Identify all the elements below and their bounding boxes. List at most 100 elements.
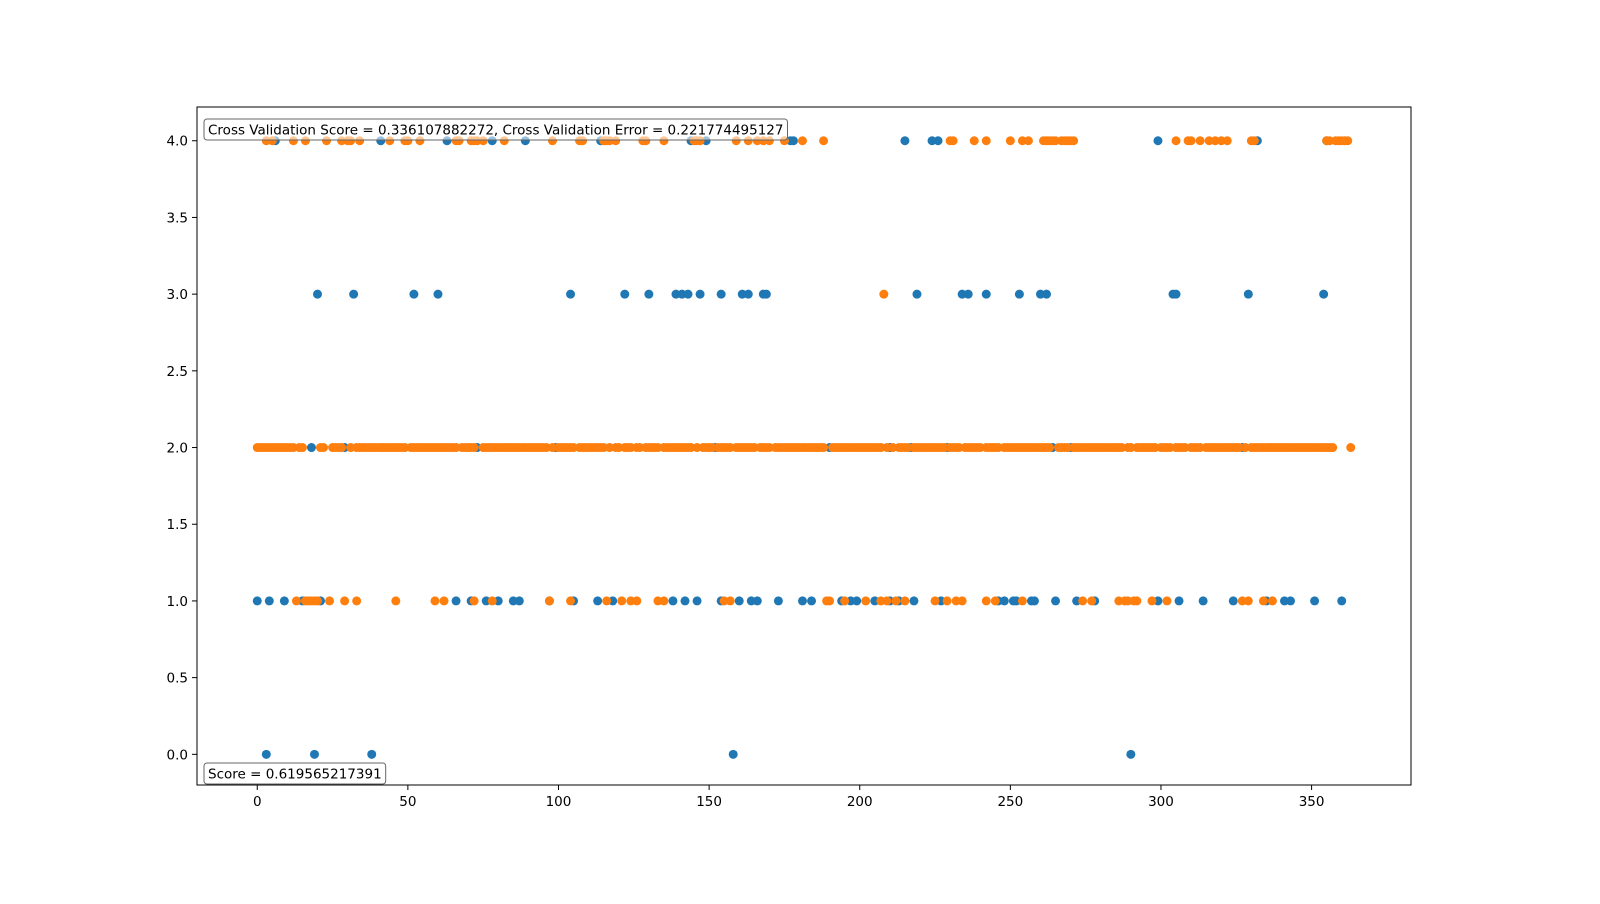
series-0-point [1228,596,1238,606]
score-annotation-text: Score = 0.619565217391 [208,767,382,783]
series-0-point [692,596,702,606]
series-1-point [1078,596,1088,606]
y-axis: 0.0 0.5 1.0 1.5 2.0 2.5 3.0 3.5 4.0 [167,134,197,763]
series-1-point [337,443,347,453]
series-1-point [879,289,889,299]
series-1-point [1017,596,1027,606]
series-0-point [680,596,690,606]
series-1-point [566,596,576,606]
x-axis: 0 50 100 150 200 250 300 350 [253,785,1325,810]
series-1-point [1023,136,1033,146]
score-annotation-box: Score = 0.619565217391 [203,762,387,785]
x-tick-label: 150 [696,794,722,810]
cv-annotation-text: Cross Validation Score = 0.336107882272,… [208,123,784,139]
series-0-point [761,289,771,299]
series-1-point [1132,596,1142,606]
x-tick-label: 200 [847,794,873,810]
series-1-point [981,596,991,606]
series-0-point [1198,596,1208,606]
series-1-point [1249,136,1259,146]
series-1-point [319,443,329,453]
series-0-point [252,596,262,606]
series-1-point [487,596,497,606]
series-0-point [264,596,274,606]
series-0-point [644,289,654,299]
series-1-point [990,596,1000,606]
series-1-point [819,136,829,146]
series-1-point [948,136,958,146]
series-0-point [409,289,419,299]
series-0-point [1171,289,1181,299]
series-1-point [1243,596,1253,606]
series-0-point [451,596,461,606]
series-1-point [981,136,991,146]
series-1-point [1258,596,1268,606]
series-1-point [469,596,479,606]
series-0-point [852,596,862,606]
series-0-point [1310,596,1320,606]
y-tick-label: 3.0 [167,287,188,303]
series-1-point [469,443,479,453]
cv-annotation-box: Cross Validation Score = 0.336107882272,… [203,118,788,141]
series-0-point [1042,289,1051,299]
series-0-point [981,289,991,299]
x-tick-label: 50 [399,794,416,810]
series-0-point [433,289,443,299]
series-1-point [942,596,952,606]
series-0-point [728,749,738,759]
series-0-point [367,749,377,759]
series-1-point [617,596,627,606]
series-1-point [819,443,829,453]
series-1-point [969,136,979,146]
series-1-point [1186,136,1196,146]
series-1-point [1328,443,1338,453]
series-1-point [430,596,440,606]
series-0-point [912,289,922,299]
series-1-point [659,596,669,606]
series-1-point [1195,136,1205,146]
series-1-point [725,596,735,606]
y-tick-label: 1.0 [167,594,188,610]
series-0-point [743,289,753,299]
series-1-point [861,596,871,606]
series-0-point [695,289,705,299]
x-tick-label: 350 [1299,794,1325,810]
series-1-point [1005,136,1015,146]
series-1-point [930,596,940,606]
axes-frame [196,106,1412,786]
series-1-point [544,596,554,606]
series-1-point [632,596,642,606]
series-0-point [306,443,316,453]
series-0-point [1319,289,1329,299]
series-0-point [999,596,1009,606]
series-0-point [349,289,359,299]
series-0-point [933,136,943,146]
series-1-point [291,596,301,606]
series-1-point [1346,443,1356,453]
series-1-point [900,596,910,606]
x-tick-label: 100 [546,794,572,810]
series-0-point [807,596,817,606]
series-0-point [900,136,910,146]
y-tick-label: 4.0 [167,134,188,150]
series-1-point [325,596,335,606]
series-0-point [593,596,603,606]
series-0-point [620,289,630,299]
x-tick-label: 250 [997,794,1023,810]
series-0-point [734,596,744,606]
series-0-point [313,289,322,299]
series-1-point [297,443,307,453]
series-1-point [391,596,401,606]
series-0-point [788,136,798,146]
series-0-point [683,289,693,299]
y-tick-label: 0.0 [167,747,188,763]
series-1-point [1267,596,1277,606]
series-0-point [1126,749,1136,759]
series-0-point [963,289,973,299]
y-tick-label: 2.0 [167,441,188,457]
points-layer [252,136,1356,759]
series-1-point [1087,596,1097,606]
series-0-point [752,596,762,606]
series-1-point [1222,136,1232,146]
